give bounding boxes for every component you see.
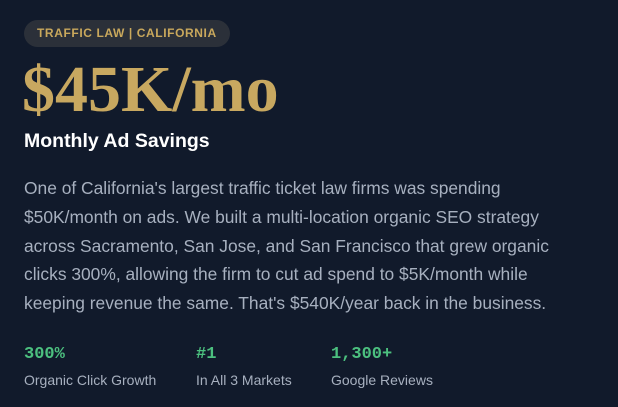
description: One of California's largest traffic tick…: [24, 174, 549, 318]
description-line: across Sacramento, San Jose, and San Fra…: [24, 235, 549, 256]
stat-label: Organic Click Growth: [24, 372, 157, 388]
headline: $45K/mo: [22, 53, 279, 126]
stat-value: 300%: [24, 345, 65, 364]
stat-value: #1: [196, 345, 217, 364]
stat-label: In All 3 Markets: [196, 372, 292, 388]
category-tag: TRAFFIC LAW | CALIFORNIA: [24, 20, 230, 47]
description-line: $50K/month on ads. We built a multi-loca…: [24, 206, 539, 227]
stat: 1,300+ Google Reviews: [331, 344, 433, 388]
description-line: clicks 300%, allowing the firm to cut ad…: [24, 264, 528, 285]
description-line: keeping revenue the same. That's $540K/y…: [24, 293, 547, 314]
stat: 300% Organic Click Growth: [24, 344, 156, 388]
subtitle: Monthly Ad Savings: [24, 130, 210, 152]
stat: #1 In All 3 Markets: [196, 344, 292, 388]
stat-value: 1,300+: [331, 345, 393, 364]
stat-label: Google Reviews: [331, 372, 433, 388]
description-line: One of California's largest traffic tick…: [24, 178, 501, 198]
